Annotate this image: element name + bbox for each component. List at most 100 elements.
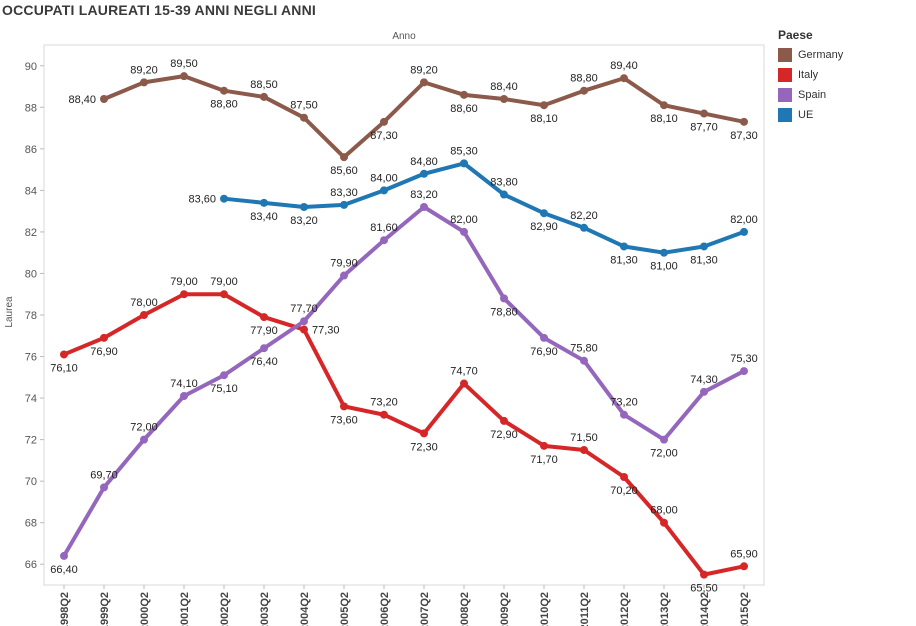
data-point-italy[interactable] <box>420 429 428 438</box>
data-point-germany[interactable] <box>580 86 588 95</box>
data-point-germany[interactable] <box>500 95 508 103</box>
x-tick-label: 2005Q2 <box>339 592 351 626</box>
data-point-spain[interactable] <box>660 435 668 444</box>
data-point-italy[interactable] <box>660 518 668 527</box>
data-point-germany[interactable] <box>260 92 268 101</box>
data-point-spain[interactable] <box>300 317 308 326</box>
data-point-spain[interactable] <box>580 356 588 365</box>
data-point-germany[interactable] <box>700 109 708 118</box>
data-label-spain: 66,40 <box>50 564 78 576</box>
data-label-germany: 88,10 <box>530 113 558 125</box>
data-point-spain[interactable] <box>220 371 228 380</box>
data-point-germany[interactable] <box>340 153 348 162</box>
data-point-italy[interactable] <box>340 402 348 411</box>
data-point-spain[interactable] <box>420 203 428 211</box>
legend-label: UE <box>798 109 814 121</box>
data-point-ue[interactable] <box>260 198 268 207</box>
data-point-italy[interactable] <box>580 446 588 454</box>
page-title: OCCUPATI LAUREATI 15-39 ANNI NEGLI ANNI <box>2 2 317 18</box>
data-point-italy[interactable] <box>540 441 548 450</box>
data-point-ue[interactable] <box>700 242 708 251</box>
data-point-italy[interactable] <box>180 290 188 299</box>
x-tick-label: 2007Q2 <box>419 592 431 626</box>
data-point-germany[interactable] <box>180 72 188 81</box>
data-point-spain[interactable] <box>60 551 68 560</box>
data-point-italy[interactable] <box>260 313 268 322</box>
data-point-italy[interactable] <box>700 570 708 579</box>
y-tick-label: 66 <box>25 559 37 571</box>
data-point-spain[interactable] <box>380 236 388 245</box>
data-point-spain[interactable] <box>700 387 708 396</box>
data-point-germany[interactable] <box>420 78 428 87</box>
data-point-spain[interactable] <box>100 483 108 492</box>
data-point-germany[interactable] <box>740 117 748 126</box>
legend-item-ue[interactable]: UE <box>778 105 843 125</box>
data-point-spain[interactable] <box>140 435 148 444</box>
data-point-ue[interactable] <box>740 227 748 236</box>
data-point-germany[interactable] <box>620 74 628 83</box>
data-point-ue[interactable] <box>580 223 588 232</box>
series-line-italy <box>62 292 746 577</box>
x-tick-label: 2010Q2 <box>539 592 551 626</box>
x-tick-label: 2011Q2 <box>579 592 591 626</box>
legend-item-germany[interactable]: Germany <box>778 45 843 65</box>
data-label-italy: 76,90 <box>90 346 118 358</box>
legend-label: Spain <box>798 89 827 101</box>
data-label-spain: 81,60 <box>370 222 398 234</box>
data-label-ue: 83,20 <box>290 215 318 227</box>
data-label-italy: 79,00 <box>170 276 198 288</box>
data-label-italy: 79,00 <box>210 276 238 288</box>
data-point-germany[interactable] <box>460 90 468 99</box>
data-point-italy[interactable] <box>500 416 508 425</box>
series-layer <box>60 72 748 579</box>
data-point-spain[interactable] <box>340 271 348 280</box>
legend-swatch <box>778 68 792 82</box>
data-labels: 88,40 89,20 89,50 88,80 88,50 87,50 85,60 87,30… <box>50 58 758 594</box>
data-point-germany[interactable] <box>380 117 388 126</box>
data-point-italy[interactable] <box>380 410 388 419</box>
data-point-germany[interactable] <box>140 78 148 87</box>
data-point-ue[interactable] <box>340 200 348 209</box>
legend-item-italy[interactable]: Italy <box>778 65 843 85</box>
data-point-italy[interactable] <box>60 350 68 359</box>
data-point-italy[interactable] <box>140 311 148 319</box>
data-label-ue: 85,30 <box>450 145 478 157</box>
data-label-italy: 70,20 <box>610 485 638 497</box>
data-point-spain[interactable] <box>460 227 468 236</box>
data-point-ue[interactable] <box>300 203 308 211</box>
data-point-spain[interactable] <box>180 392 188 400</box>
data-point-ue[interactable] <box>540 209 548 218</box>
x-axis-title: Anno <box>392 31 416 42</box>
data-point-ue[interactable] <box>380 186 388 195</box>
y-tick-label: 72 <box>25 435 37 447</box>
data-point-germany[interactable] <box>660 101 668 110</box>
data-point-ue[interactable] <box>460 159 468 168</box>
legend-item-spain[interactable]: Spain <box>778 85 843 105</box>
y-tick-label: 82 <box>25 227 37 239</box>
legend-swatch <box>778 108 792 122</box>
series-line-germany <box>102 74 746 160</box>
data-point-germany[interactable] <box>100 95 108 103</box>
data-point-spain[interactable] <box>500 294 508 303</box>
data-point-italy[interactable] <box>220 290 228 299</box>
data-point-italy[interactable] <box>460 379 468 388</box>
data-point-italy[interactable] <box>620 473 628 481</box>
data-point-spain[interactable] <box>540 333 548 342</box>
data-point-italy[interactable] <box>100 333 108 342</box>
data-point-germany[interactable] <box>220 86 228 95</box>
data-point-ue[interactable] <box>500 190 508 199</box>
data-point-ue[interactable] <box>220 194 228 203</box>
data-label-spain: 74,10 <box>170 378 198 390</box>
data-point-ue[interactable] <box>660 248 668 257</box>
data-label-germany: 89,20 <box>410 64 438 76</box>
data-point-italy[interactable] <box>740 562 748 571</box>
data-point-ue[interactable] <box>420 169 428 178</box>
data-point-spain[interactable] <box>620 410 628 419</box>
data-point-ue[interactable] <box>620 242 628 251</box>
data-point-spain[interactable] <box>740 367 748 376</box>
data-point-spain[interactable] <box>260 344 268 353</box>
data-point-germany[interactable] <box>540 101 548 110</box>
data-point-germany[interactable] <box>300 113 308 122</box>
data-point-italy[interactable] <box>300 325 308 334</box>
data-label-italy: 77,90 <box>250 325 278 337</box>
